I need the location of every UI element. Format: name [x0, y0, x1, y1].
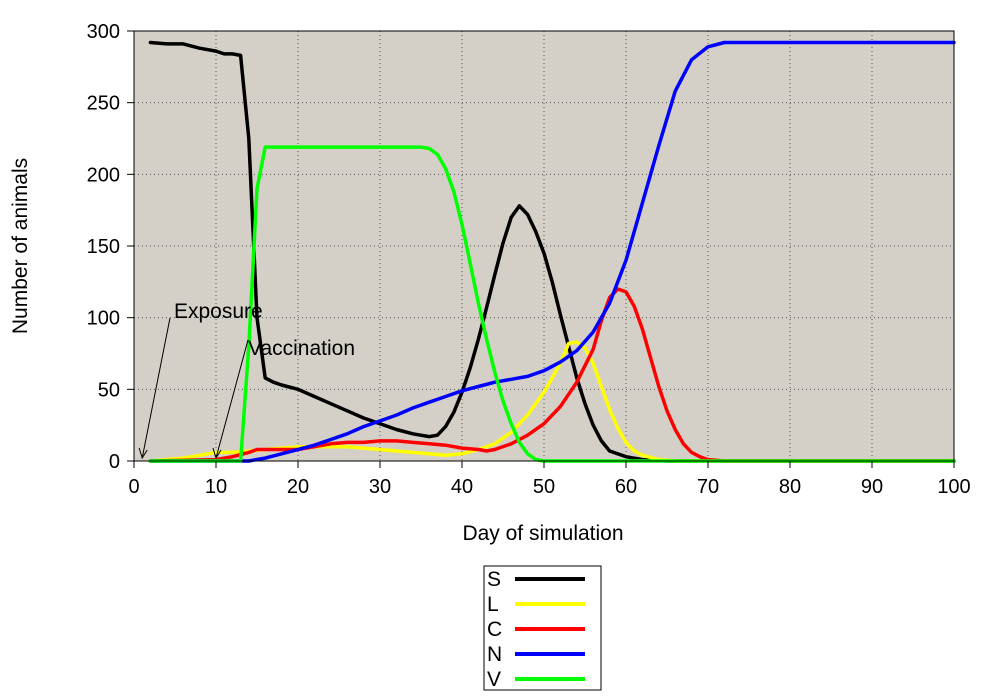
x-tick-label: 30 [369, 476, 391, 498]
annotation-label: Vaccination [248, 337, 355, 360]
x-tick-label: 10 [205, 476, 227, 498]
y-axis-title: Number of animals [9, 158, 32, 334]
series-line-c [148, 287, 956, 463]
legend-label: V [487, 668, 501, 691]
legend-label: N [487, 643, 502, 666]
series-line-v [148, 145, 956, 463]
y-tick-label: 0 [109, 451, 120, 473]
annotation-arrowhead [138, 447, 148, 460]
x-tick-label: 70 [697, 476, 719, 498]
x-axis: 0 10 20 30 40 50 60 70 80 90 100 [128, 461, 971, 498]
y-tick-label: 150 [87, 236, 120, 258]
x-tick-label: 40 [451, 476, 473, 498]
legend-label: S [487, 568, 501, 591]
y-tick-label: 250 [87, 93, 120, 115]
x-tick-label: 20 [287, 476, 309, 498]
y-tick-label: 100 [87, 308, 120, 330]
x-tick-label: 100 [937, 476, 970, 498]
x-tick-label: 0 [128, 476, 139, 498]
series-lines [148, 40, 956, 463]
x-tick-label: 90 [861, 476, 883, 498]
legend-label: C [487, 618, 502, 641]
y-tick-label: 300 [87, 21, 120, 43]
y-tick-label: 200 [87, 164, 120, 186]
x-tick-label: 50 [533, 476, 555, 498]
y-axis: 0 50 100 150 200 250 300 [87, 21, 134, 473]
annotation-arrow [215, 339, 249, 459]
annotation-label: Exposure [174, 300, 263, 323]
annotations: Exposure Vaccination [138, 300, 355, 460]
legend-label: L [487, 593, 499, 616]
x-tick-label: 80 [779, 476, 801, 498]
x-tick-label: 60 [615, 476, 637, 498]
y-tick-label: 50 [98, 379, 120, 401]
series-line-n [148, 40, 956, 463]
annotation-arrowhead [212, 447, 222, 460]
x-axis-title: Day of simulation [462, 522, 623, 545]
annotation-arrow [141, 317, 171, 459]
grid-lines [134, 31, 954, 461]
